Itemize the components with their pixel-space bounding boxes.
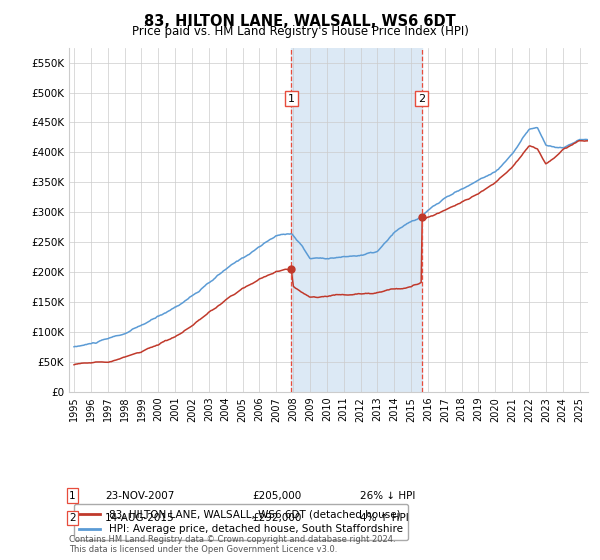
Text: Contains HM Land Registry data © Crown copyright and database right 2024.
This d: Contains HM Land Registry data © Crown c… <box>69 535 395 554</box>
Text: 2: 2 <box>418 94 425 104</box>
Text: 1: 1 <box>69 491 76 501</box>
Text: 14-AUG-2015: 14-AUG-2015 <box>105 513 175 523</box>
Text: £205,000: £205,000 <box>252 491 301 501</box>
Text: Price paid vs. HM Land Registry's House Price Index (HPI): Price paid vs. HM Land Registry's House … <box>131 25 469 38</box>
Text: 83, HILTON LANE, WALSALL, WS6 6DT: 83, HILTON LANE, WALSALL, WS6 6DT <box>144 14 456 29</box>
Text: 26% ↓ HPI: 26% ↓ HPI <box>360 491 415 501</box>
Text: 4% ↑ HPI: 4% ↑ HPI <box>360 513 409 523</box>
Text: 1: 1 <box>288 94 295 104</box>
Text: 2: 2 <box>69 513 76 523</box>
Legend: 83, HILTON LANE, WALSALL, WS6 6DT (detached house), HPI: Average price, detached: 83, HILTON LANE, WALSALL, WS6 6DT (detac… <box>74 504 408 540</box>
Text: 23-NOV-2007: 23-NOV-2007 <box>105 491 175 501</box>
Text: £292,000: £292,000 <box>252 513 301 523</box>
Bar <box>292 48 422 392</box>
